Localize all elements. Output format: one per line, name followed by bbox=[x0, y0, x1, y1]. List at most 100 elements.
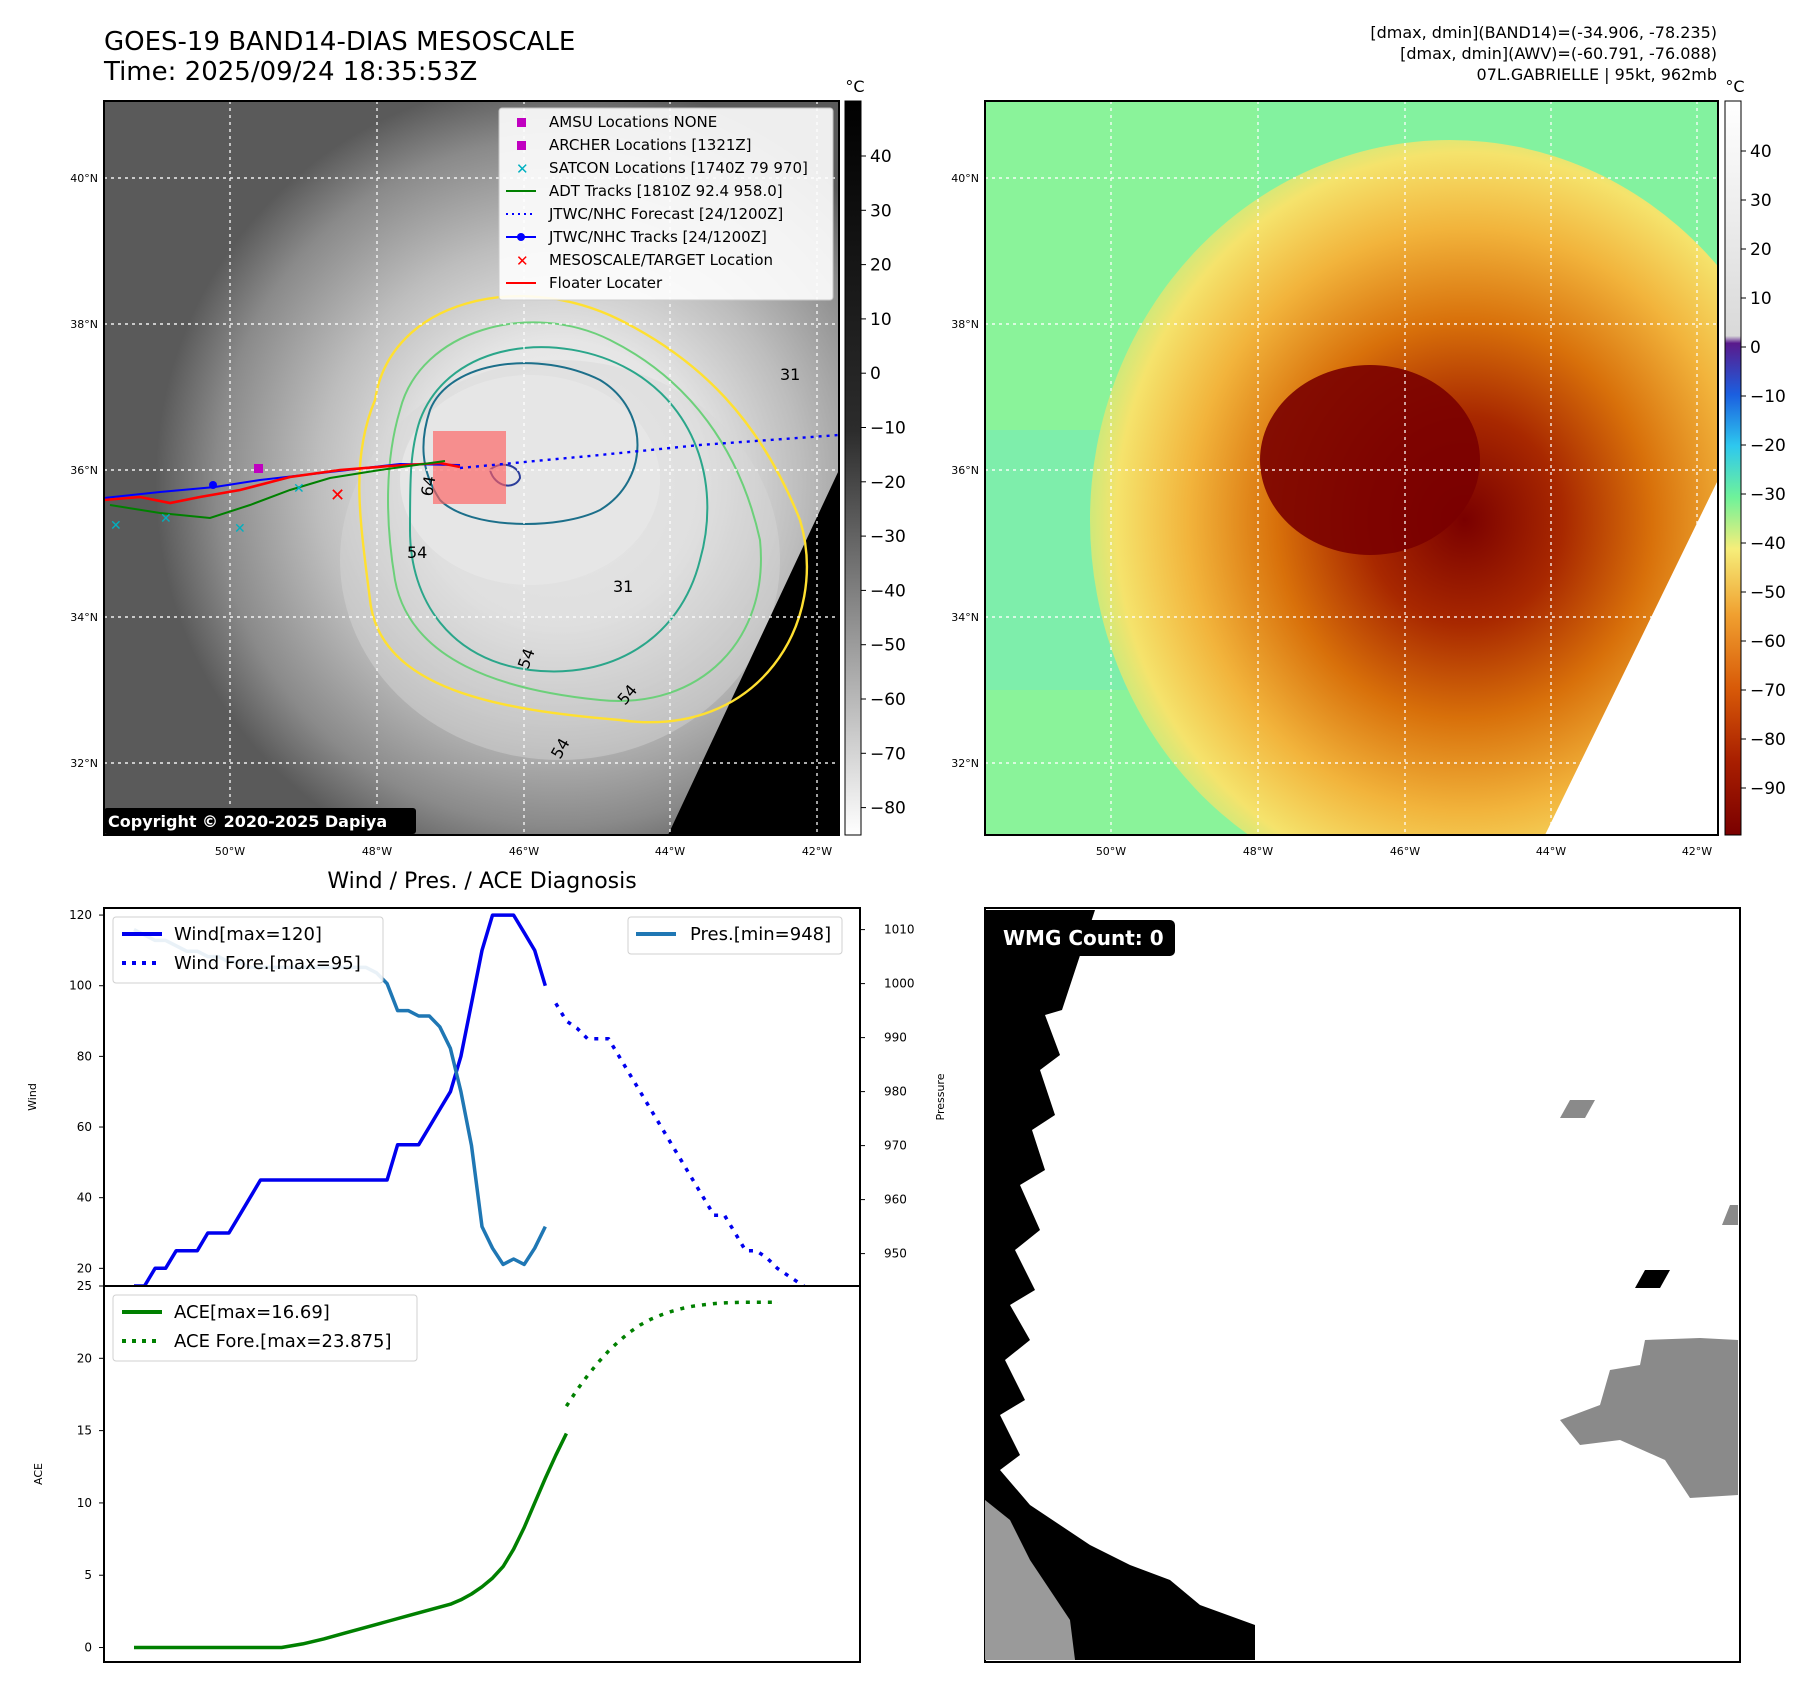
contour-label-31-a: 31 bbox=[613, 577, 633, 596]
legend-wind: Wind[max=120] bbox=[174, 924, 322, 945]
ace-panel: ACE 0 5 10 15 20 25 ACE[max=16.69] ACE Fore.[… bbox=[32, 1279, 861, 1663]
y-tick-label: 20 bbox=[77, 1261, 92, 1275]
lat-label: 40°N bbox=[70, 172, 98, 185]
colorbar-tick-label: −60 bbox=[1750, 632, 1786, 652]
wind-axis-label: Wind bbox=[26, 1083, 39, 1111]
lat-label: 34°N bbox=[951, 611, 979, 624]
colorbar-tick-label: −40 bbox=[1750, 534, 1786, 554]
colorbar-tick-label: −50 bbox=[1750, 583, 1786, 603]
wind-legend: Wind[max=120] Wind Fore.[max=95] bbox=[112, 916, 384, 984]
colorbar-tick-label: 20 bbox=[870, 256, 892, 276]
diagnosis-title: Wind / Pres. / ACE Diagnosis bbox=[327, 869, 636, 894]
colorbar-tick-label: −50 bbox=[870, 636, 906, 656]
wmg-count-badge bbox=[993, 920, 1175, 956]
colorbar-unit: °C bbox=[1725, 77, 1744, 96]
y2-tick-label: 1010 bbox=[884, 923, 915, 937]
svg-text:✕: ✕ bbox=[234, 521, 246, 537]
colorbar-tick-label: −60 bbox=[870, 690, 906, 710]
adt-track bbox=[109, 460, 446, 520]
lon-label: 48°W bbox=[362, 845, 392, 858]
colorbar-tick-label: 40 bbox=[870, 147, 892, 167]
legend-marker: ✕ bbox=[516, 252, 529, 270]
colorbar-tick-label: −10 bbox=[1750, 387, 1786, 407]
contour-label-64: 64 bbox=[417, 474, 439, 497]
right-graticule bbox=[985, 101, 1718, 835]
colorbar-tick-label: −80 bbox=[1750, 730, 1786, 750]
ace-legend: ACE[max=16.69] ACE Fore.[max=23.875] bbox=[112, 1294, 418, 1362]
colorbar-tick-label: 30 bbox=[870, 201, 892, 221]
y-tick-label: 40 bbox=[77, 1191, 92, 1205]
lon-label: 50°W bbox=[215, 845, 245, 858]
legend-label: Floater Locater bbox=[549, 274, 663, 292]
legend-marker bbox=[517, 141, 526, 150]
colorbar-tick-label: 20 bbox=[1750, 240, 1772, 260]
colorbar-tick-label: 30 bbox=[1750, 191, 1772, 211]
legend-marker: ✕ bbox=[516, 160, 529, 178]
y-tick-label: 80 bbox=[77, 1049, 92, 1063]
colorbar-tick-label: 10 bbox=[870, 310, 892, 330]
legend-ace-forecast: ACE Fore.[max=23.875] bbox=[174, 1331, 392, 1352]
right-map-ticks: 40°N 38°N 36°N 34°N 32°N 50°W 48°W 46°W … bbox=[951, 172, 1712, 858]
lat-label: 38°N bbox=[951, 318, 979, 331]
pressure-axis-label: Pressure bbox=[934, 1073, 947, 1120]
figure-title: GOES-19 BAND14-DIAS MESOSCALE bbox=[104, 27, 575, 57]
y-tick-label: 25 bbox=[77, 1279, 92, 1293]
colorbar-tick-label: −70 bbox=[870, 744, 906, 764]
contour-label-31-b: 31 bbox=[780, 365, 800, 384]
info-awv: [dmax, dmin](AWV)=(-60.791, -76.088) bbox=[1400, 44, 1717, 63]
y-tick-label: 60 bbox=[77, 1120, 92, 1134]
contour-yellow bbox=[358, 295, 809, 724]
gray-colorbar: °C 40 30 20 10 0 −10 −20 −30 −40 −50 −60 −70 −80 bbox=[844, 77, 906, 836]
lat-label: 32°N bbox=[70, 757, 98, 770]
y-tick-label: 10 bbox=[77, 1496, 92, 1510]
legend-marker bbox=[517, 118, 526, 127]
colorbar-tick-label: −70 bbox=[1750, 681, 1786, 701]
y2-tick-label: 980 bbox=[884, 1085, 907, 1099]
lat-label: 38°N bbox=[70, 318, 98, 331]
info-band14: [dmax, dmin](BAND14)=(-34.906, -78.235) bbox=[1370, 23, 1717, 42]
contour-label-54-a: 54 bbox=[407, 543, 427, 562]
color-colorbar: °C 40 30 20 10 0 −10 −20 −30 −40 −50 −60 −70 −80 −90 bbox=[1724, 77, 1786, 836]
y2-tick-label: 990 bbox=[884, 1031, 907, 1045]
y-tick-label: 100 bbox=[69, 979, 92, 993]
lon-label: 46°W bbox=[509, 845, 539, 858]
lon-label: 44°W bbox=[655, 845, 685, 858]
lat-label: 40°N bbox=[951, 172, 979, 185]
colorbar-tick-label: −20 bbox=[870, 473, 906, 493]
colorbar-tick-label: −10 bbox=[870, 419, 906, 439]
series-line-0 bbox=[134, 913, 547, 1288]
y2-tick-label: 960 bbox=[884, 1193, 907, 1207]
legend-label: AMSU Locations NONE bbox=[549, 113, 717, 131]
wind-pressure-panel: Wind Pressure 20 40 60 80 100 120 950 960 970 980… bbox=[26, 907, 947, 1306]
colorbar-tick-label: −40 bbox=[870, 581, 906, 601]
copyright-box bbox=[104, 808, 416, 834]
map-legend: AMSU Locations NONE ARCHER Locations [132… bbox=[498, 107, 834, 301]
y-tick-label: 20 bbox=[77, 1351, 92, 1365]
wmg-gray-region-right bbox=[1560, 1338, 1738, 1498]
colorbar-tick-label: −90 bbox=[1750, 779, 1786, 799]
lon-label: 42°W bbox=[1682, 845, 1712, 858]
lon-label: 48°W bbox=[1243, 845, 1273, 858]
y2-tick-label: 1000 bbox=[884, 977, 915, 991]
svg-text:✕: ✕ bbox=[160, 511, 172, 527]
copyright-text: Copyright © 2020-2025 Dapiya bbox=[108, 812, 387, 831]
colorbar-tick-label: 0 bbox=[1750, 338, 1761, 358]
legend-label: SATCON Locations [1740Z 79 970] bbox=[549, 159, 808, 177]
legend-label: JTWC/NHC Tracks [24/1200Z] bbox=[548, 228, 767, 246]
y2-tick-label: 970 bbox=[884, 1139, 907, 1153]
lon-label: 46°W bbox=[1390, 845, 1420, 858]
right-map-panel: 40°N 38°N 36°N 34°N 32°N 50°W 48°W 46°W … bbox=[951, 100, 1719, 858]
svg-text:✕: ✕ bbox=[110, 518, 122, 534]
left-map-ticks: 40°N 38°N 36°N 34°N 32°N 50°W 48°W 46°W … bbox=[70, 172, 832, 858]
lat-label: 32°N bbox=[951, 757, 979, 770]
target-marker: ✕ bbox=[330, 485, 345, 506]
legend-label: ARCHER Locations [1321Z] bbox=[549, 136, 752, 154]
y-tick-label: 5 bbox=[84, 1568, 92, 1582]
legend-label: JTWC/NHC Forecast [24/1200Z] bbox=[548, 205, 783, 223]
wmg-count: WMG Count: 0 bbox=[1003, 926, 1164, 950]
contour-green bbox=[387, 321, 762, 702]
wmg-panel: WMG Count: 0 bbox=[984, 907, 1741, 1663]
info-storm: 07L.GABRIELLE | 95kt, 962mb bbox=[1477, 65, 1717, 84]
colorbar-tick-label: −30 bbox=[870, 527, 906, 547]
colorbar-tick-label: 0 bbox=[870, 364, 881, 384]
